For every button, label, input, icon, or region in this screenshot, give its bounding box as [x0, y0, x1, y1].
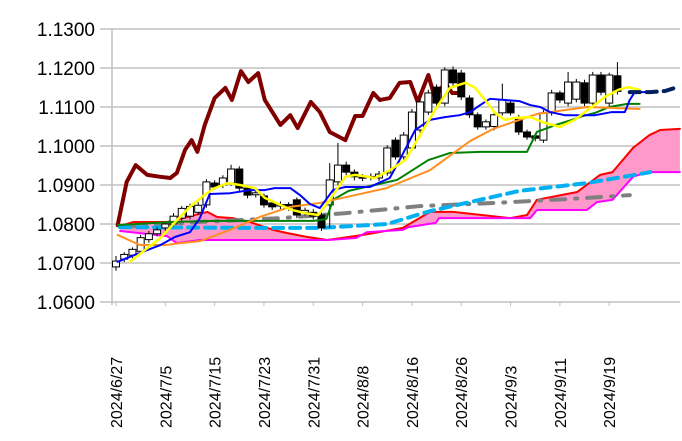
- candle-body-up: [572, 81, 581, 100]
- candle-body-up: [547, 92, 556, 114]
- x-tick-label: 2024/9/3: [504, 366, 521, 428]
- candle-body-up: [194, 204, 203, 213]
- y-tick-label: 1.0700: [37, 254, 95, 275]
- candle-body-up: [227, 168, 236, 184]
- candle: [342, 161, 351, 176]
- candle-body-down: [465, 97, 474, 116]
- candle: [432, 84, 441, 107]
- x-tick-labels: 2024/6/27 2024/7/5 2024/7/15 2024/7/23 2024/…: [109, 302, 619, 428]
- candle: [555, 90, 564, 104]
- candle-body-down: [317, 214, 326, 229]
- series-line-tenkan-sen: [128, 81, 641, 264]
- candle-body-up: [161, 223, 170, 229]
- candle-body-up: [153, 229, 162, 235]
- candle-body-up: [498, 99, 507, 114]
- candle-body-up: [383, 147, 392, 174]
- candle: [194, 202, 203, 215]
- series-line-ma-light-blue: [118, 170, 653, 230]
- x-tick-label: 2024/9/11: [553, 358, 570, 428]
- x-tick-label: 2024/6/27: [109, 357, 126, 428]
- candle-body-down: [506, 102, 515, 114]
- series-line-ma-green: [116, 102, 641, 227]
- candle-body-up: [605, 74, 614, 104]
- candle-body-down: [555, 92, 564, 101]
- series-lines-front: [116, 81, 677, 264]
- candle: [424, 89, 433, 115]
- x-tick-label: 2024/8/16: [405, 357, 422, 428]
- x-tick-label: 2024/7/23: [257, 357, 274, 428]
- candle: [317, 212, 326, 232]
- candle-body-up: [112, 260, 120, 268]
- y-tick-label: 1.1000: [37, 137, 95, 158]
- candle-body-up: [490, 114, 499, 128]
- x-tick-label: 2024/7/5: [158, 366, 175, 428]
- candle-body-down: [235, 168, 244, 189]
- candle-body-down: [342, 164, 351, 173]
- candle: [588, 71, 597, 107]
- candle-body-down: [473, 114, 482, 128]
- candle: [235, 166, 244, 191]
- y-tick-label: 1.1100: [38, 98, 95, 119]
- candle: [523, 129, 531, 140]
- candle: [506, 99, 515, 116]
- candle-body-up: [588, 74, 597, 104]
- candle: [572, 78, 581, 103]
- cloud-fill: [120, 128, 680, 244]
- candle: [605, 72, 614, 107]
- candle-body-down: [523, 131, 531, 138]
- candle: [465, 95, 474, 118]
- ichimoku-cloud: [120, 128, 680, 244]
- candle: [449, 66, 458, 86]
- x-tick-label: 2024/8/8: [356, 366, 373, 428]
- candle: [539, 110, 548, 143]
- candle: [292, 197, 301, 219]
- candle: [333, 142, 342, 185]
- x-tick-label: 2024/8/26: [454, 357, 471, 428]
- candle: [580, 79, 589, 107]
- candle-body-up: [144, 233, 153, 241]
- candle-body-up: [325, 179, 334, 206]
- candle: [490, 111, 499, 131]
- candle-body-up: [333, 164, 342, 183]
- candle-body-up: [481, 121, 490, 128]
- series-line-forecast-navy: [627, 85, 677, 95]
- y-tick-label: 1.1300: [37, 20, 95, 41]
- candle-body-down: [596, 74, 605, 93]
- y-tick-label: 1.0800: [37, 215, 95, 236]
- series-line-senkou-span-b: [119, 171, 681, 245]
- candle-body-down: [580, 82, 589, 104]
- candle: [391, 137, 400, 160]
- candle-body-up: [539, 112, 548, 141]
- candle-body-down: [268, 202, 277, 208]
- series-line-ma-orange: [116, 106, 641, 247]
- candle: [481, 119, 490, 130]
- candle-body-down: [449, 69, 458, 84]
- candle: [564, 71, 573, 107]
- x-tick-label: 2024/7/15: [208, 357, 225, 428]
- candle-body-up: [424, 92, 433, 113]
- candle-body-up: [440, 69, 449, 104]
- candle: [596, 71, 605, 96]
- y-tick-label: 1.0900: [37, 176, 95, 197]
- candle: [153, 227, 162, 237]
- y-tick-labels: 1.0600 1.0700 1.0800 1.0900 1.1000 1.1100 1.12…: [37, 20, 95, 314]
- y-tick-label: 1.1200: [37, 59, 95, 80]
- y-tick-label: 1.0600: [37, 293, 95, 314]
- x-tick-label: 2024/9/19: [602, 357, 619, 428]
- candle-body-up: [416, 101, 425, 131]
- series-line-long-ma-gray: [118, 193, 632, 230]
- candle: [112, 255, 120, 271]
- candle: [440, 67, 449, 107]
- candle: [144, 231, 153, 243]
- series-lines-back: [115, 69, 681, 245]
- series-line-chikou-span: [115, 69, 462, 228]
- x-tick-label: 2024/7/31: [306, 357, 323, 428]
- series-line-kijun-sen: [116, 91, 647, 263]
- candle: [473, 112, 482, 130]
- candle-body-down: [391, 139, 400, 158]
- candle-body-down: [432, 86, 441, 104]
- candle-body-up: [564, 81, 573, 104]
